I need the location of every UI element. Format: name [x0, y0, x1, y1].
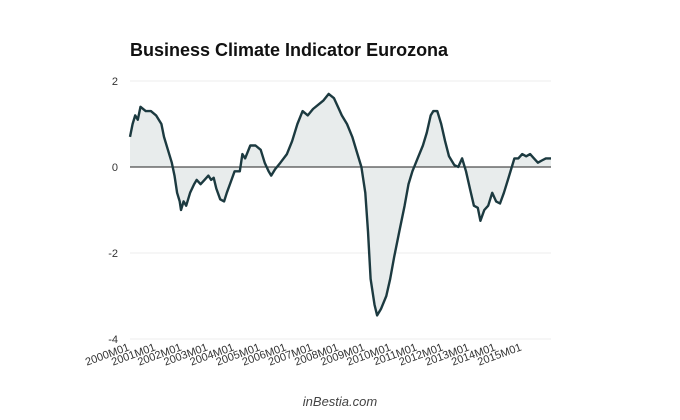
y-tick-label: -4: [108, 334, 118, 346]
series-area: [130, 93, 551, 316]
gridlines: [130, 80, 551, 340]
series-line: [128, 92, 551, 317]
y-axis-ticks: 2 0 -2 -4: [108, 76, 118, 346]
chart-title: Business Climate Indicator Eurozona: [130, 40, 449, 60]
x-axis-ticks: 2000M012001M012002M012003M012004M012005M…: [84, 342, 523, 369]
y-tick-label: 0: [112, 162, 118, 174]
source-label: inBestia.com: [303, 394, 378, 409]
y-tick-label: -2: [108, 248, 118, 260]
y-tick-label: 2: [112, 76, 118, 88]
